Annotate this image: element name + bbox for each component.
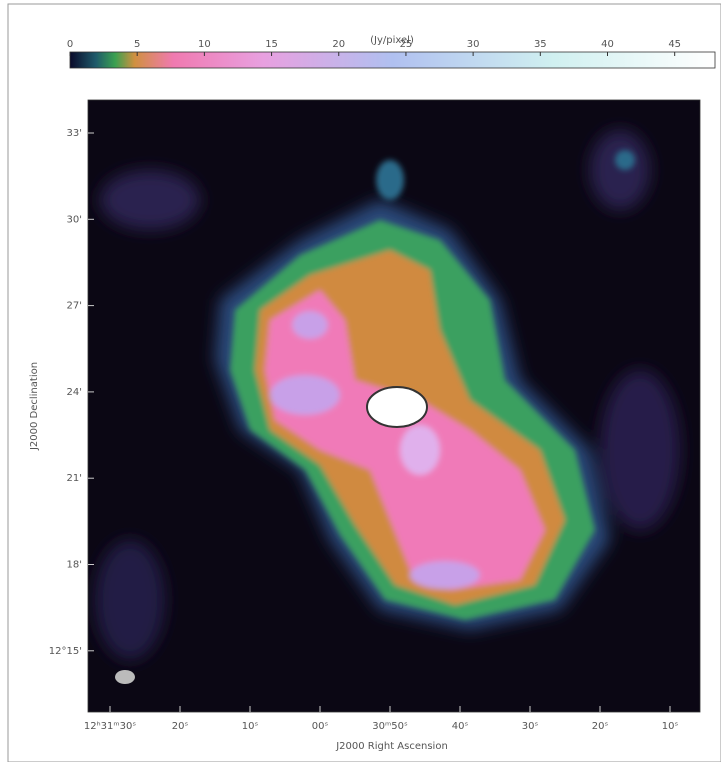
colorbar-tick-label: 30: [467, 39, 480, 50]
y-tick-label: 21': [67, 473, 82, 484]
x-tick-label: 00ˢ: [312, 721, 329, 732]
colorbar-tick-label: 25: [400, 39, 413, 50]
y-tick-label: 12°15': [49, 646, 82, 657]
y-tick-label: 18': [67, 560, 82, 571]
colorbar-tick-label: 15: [265, 39, 278, 50]
x-tick-label: 10ˢ: [662, 721, 679, 732]
y-tick-label: 27': [67, 301, 82, 312]
colorbar-tick-label: 45: [668, 39, 681, 50]
y-tick-label: 33': [67, 128, 82, 139]
radio-map: [88, 100, 700, 712]
colorbar-tick-label: 35: [534, 39, 547, 50]
colorbar-tick-label: 20: [332, 39, 345, 50]
x-tick-label: 20ˢ: [592, 721, 609, 732]
y-axis-label: J2000 Declination: [29, 362, 40, 451]
colorbar-tick-label: 10: [198, 39, 211, 50]
colorbar-tick-label: 5: [134, 39, 140, 50]
colorbar: [70, 52, 715, 68]
x-axis-label: J2000 Right Ascension: [335, 741, 448, 752]
y-tick-label: 30': [67, 214, 82, 225]
x-tick-label: 20ˢ: [172, 721, 189, 732]
x-tick-label: 30ˢ: [522, 721, 539, 732]
colorbar-tick-label: 0: [67, 39, 73, 50]
figure: (Jy/pixel) J2000 Right Ascension J2000 D…: [0, 0, 721, 762]
colorbar-tick-label: 40: [601, 39, 614, 50]
x-tick-label: 40ˢ: [452, 721, 469, 732]
y-tick-label: 24': [67, 387, 82, 398]
x-tick-label: 30ᵐ50ˢ: [372, 721, 408, 732]
x-tick-label: 10ˢ: [242, 721, 259, 732]
x-tick-label: 12ʰ31ᵐ30ˢ: [84, 721, 136, 732]
